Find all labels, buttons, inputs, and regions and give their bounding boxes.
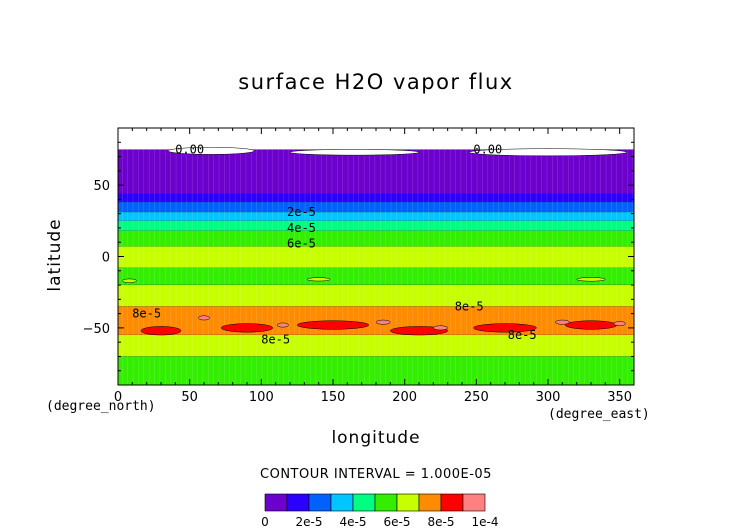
contour-island xyxy=(220,323,274,333)
contour-band xyxy=(118,356,634,385)
y-axis: −50 0 50 xyxy=(83,127,634,386)
x-tick-label: 250 xyxy=(464,390,489,405)
colorbar-swatch xyxy=(264,493,288,512)
colorbar-swatch xyxy=(374,493,398,512)
contour-island xyxy=(167,147,255,155)
contour-label: 8e-5 xyxy=(455,299,484,313)
contour-band xyxy=(118,193,634,203)
x-tick-label: 350 xyxy=(607,390,632,405)
contour-label: 6e-5 xyxy=(287,237,316,251)
contour-island xyxy=(473,323,537,333)
contour-island xyxy=(198,315,210,321)
colorbar-label: 8e-5 xyxy=(428,515,455,529)
colorbar-swatch xyxy=(308,493,332,512)
contour-band xyxy=(118,220,634,231)
y-tick-label: 50 xyxy=(93,179,110,194)
colorbar-swatch xyxy=(286,493,310,512)
meridian-texture xyxy=(122,128,634,385)
colorbar-label: 2e-5 xyxy=(296,515,323,529)
y-axis-label: latitude xyxy=(45,218,65,292)
contour-island xyxy=(140,326,182,336)
contour-island xyxy=(468,148,628,157)
contour-island xyxy=(576,277,606,282)
contour-label: 8e-5 xyxy=(261,332,290,346)
x-axis-label: longitude xyxy=(331,428,421,448)
contour-islands xyxy=(122,147,628,336)
colorbar-swatch xyxy=(418,493,442,512)
contour-labels: 0.00 0.00 2e-5 4e-5 6e-5 8e-5 8e-5 8e-5 8e-5 xyxy=(132,142,536,346)
x-tick-label: 300 xyxy=(536,390,561,405)
x-tick-label: 200 xyxy=(392,390,417,405)
y-tick-label: −50 xyxy=(83,322,110,337)
colorbar-label: 0 xyxy=(261,515,269,529)
x-tick-label: 0 xyxy=(114,390,122,405)
contour-band xyxy=(118,230,634,247)
colorbar-swatch xyxy=(352,493,376,512)
colorbar-label: 1e-4 xyxy=(472,515,499,529)
colorbar-label: 6e-5 xyxy=(384,515,411,529)
colorbar-swatch xyxy=(396,493,420,512)
contour-interval-label: CONTOUR INTERVAL = 1.000E-05 xyxy=(260,467,492,482)
contour-island xyxy=(122,278,137,283)
contour-island xyxy=(554,319,570,325)
contour-island xyxy=(296,320,370,330)
contour-band xyxy=(118,267,634,286)
contour-island xyxy=(375,319,391,325)
contour-island xyxy=(564,320,618,330)
colorbar: 0 2e-5 4e-5 6e-5 8e-5 1e-4 xyxy=(261,493,499,529)
colorbar-swatch xyxy=(462,493,486,512)
contour-label: 0.00 xyxy=(175,142,204,156)
contour-island xyxy=(433,325,448,331)
contour-label: 4e-5 xyxy=(287,221,316,235)
contour-band xyxy=(118,202,634,213)
y-axis-unit: (degree_north) xyxy=(46,399,156,414)
contour-band xyxy=(118,246,634,268)
contour-label: 0.00 xyxy=(473,142,502,156)
colorbar-label: 4e-5 xyxy=(340,515,367,529)
contour-band xyxy=(118,285,634,307)
x-tick-label: 150 xyxy=(321,390,346,405)
colorbar-swatch xyxy=(330,493,354,512)
contour-island xyxy=(306,277,331,282)
contour-island xyxy=(613,321,626,326)
contour-band xyxy=(118,335,634,357)
contour-label: 2e-5 xyxy=(287,205,316,219)
contour-island xyxy=(276,322,289,328)
x-tick-label: 100 xyxy=(249,390,274,405)
x-axis-unit: (degree_east) xyxy=(548,407,650,422)
contour-band xyxy=(118,212,634,221)
y-tick-label: 0 xyxy=(102,251,110,266)
contour-label: 8e-5 xyxy=(508,328,537,342)
chart-title: surface H2O vapor flux xyxy=(238,70,514,94)
contour-band xyxy=(118,149,634,194)
x-axis: 0 50 100 150 200 250 300 350 xyxy=(114,128,635,405)
filled-contour-bands xyxy=(118,128,634,385)
x-tick-label: 50 xyxy=(181,390,198,405)
contour-label: 8e-5 xyxy=(132,307,161,321)
colorbar-swatch xyxy=(440,493,464,512)
contour-island xyxy=(289,149,420,156)
contour-band xyxy=(118,306,634,336)
